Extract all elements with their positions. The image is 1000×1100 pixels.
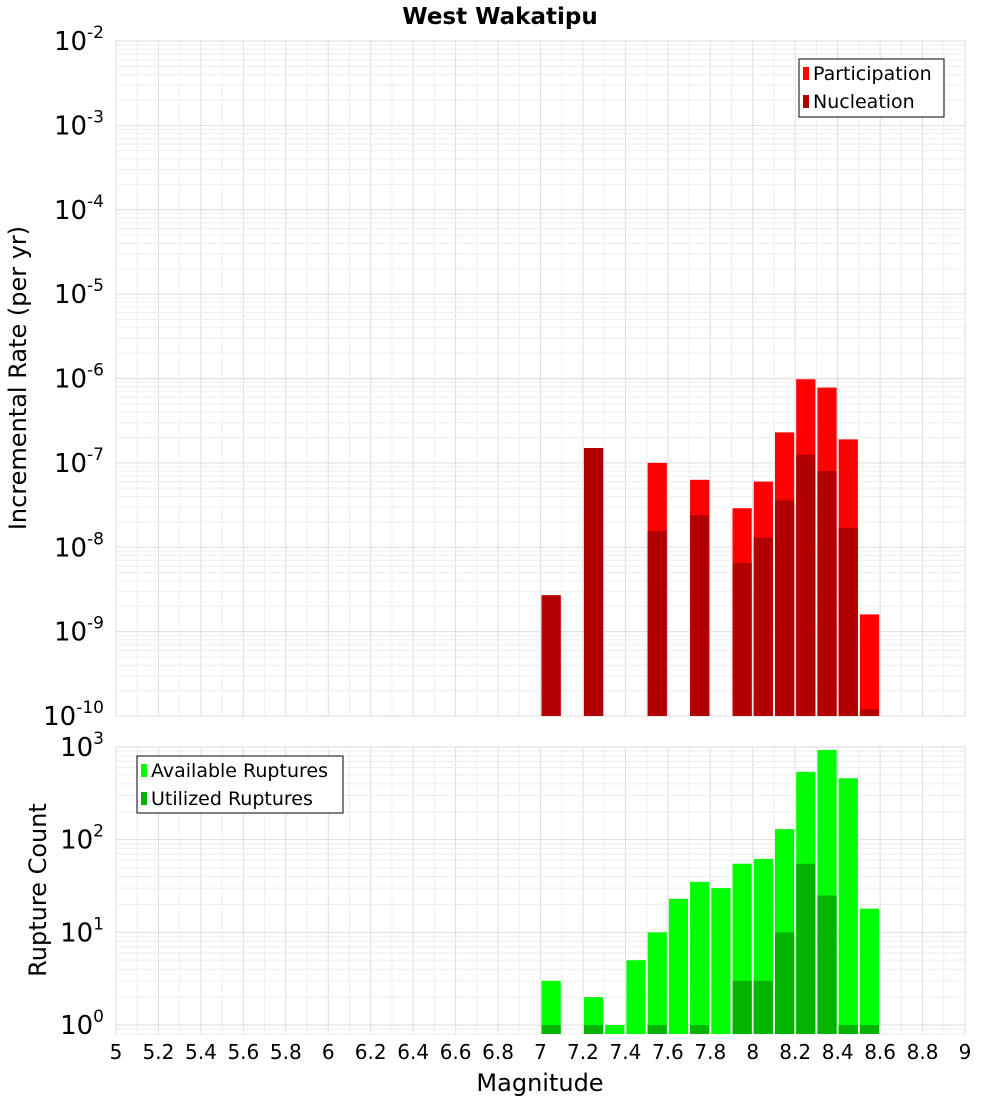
magnitude-tick-label: 7.8 [694,1040,726,1064]
magnitude-tick-label: 8.8 [907,1040,939,1064]
rate-gridlines [115,40,966,717]
count-bar-available-ruptures [605,1025,625,1034]
magnitude-tick-label: 7 [534,1040,547,1064]
participation-legend-label: Participation [813,63,932,85]
rate-y-tick-label: 10-9 [54,614,104,648]
count-y-tick-label: 102 [60,822,104,856]
x-axis-label: Magnitude [476,1069,603,1097]
count-y-tick-label: 101 [60,914,104,948]
count-bar-available-ruptures [668,898,689,1034]
count-legend: Available Ruptures Utilized Ruptures [136,755,344,814]
count-panel: 100 101 102 103 5 5.2 5.4 5.6 5.8 6 6.2 6.4 6.6 6.8 7… [24,729,971,1097]
rate-y-tick-label: 10-10 [43,698,104,732]
rate-y-tick-label: 10-7 [54,445,104,479]
count-bar-utilized-ruptures [774,932,795,1034]
count-bar-available-ruptures [711,888,731,1034]
count-bar-utilized-ruptures [541,1025,561,1034]
count-y-axis-label: Rupture Count [24,803,52,977]
rate-bars [541,379,880,716]
count-bar-available-ruptures [859,908,880,1034]
magnitude-tick-label: 5.6 [227,1040,259,1064]
rate-bar-participation [859,614,880,716]
count-legend-box [136,755,344,814]
rate-y-tick-label: 10-8 [54,529,104,563]
rate-bar-nucleation [817,471,837,716]
count-y-tick-label: 100 [60,1007,104,1041]
magnitude-tick-label: 5 [110,1040,123,1064]
magnitude-tick-label: 6.8 [482,1040,514,1064]
magnitude-tick-label: 7.2 [567,1040,599,1064]
magnitude-tick-label: 6.6 [440,1040,472,1064]
count-bar-available-ruptures [541,980,561,1034]
rate-bar-nucleation [796,454,816,716]
rate-panel: 10-10 10-9 10-8 10-7 10-6 10-5 10-4 10-3 10-2 In… [4,23,966,732]
count-bar-utilized-ruptures [583,1025,604,1034]
rate-y-tick-label: 10-4 [54,192,104,226]
count-y-tick-labels: 100 101 102 103 [60,729,104,1041]
rate-legend-box [798,58,945,118]
count-y-tick-label: 103 [60,729,104,763]
count-bar-utilized-ruptures [859,1025,880,1034]
magnitude-tick-label: 8.4 [822,1040,854,1064]
magnitude-tick-label: 5.4 [185,1040,217,1064]
count-bar-available-ruptures [838,778,858,1034]
rate-y-tick-label: 10-3 [54,107,104,141]
magnitude-tick-label: 8.2 [779,1040,811,1064]
utilized-legend-swatch [141,792,147,805]
rate-y-tick-labels: 10-10 10-9 10-8 10-7 10-6 10-5 10-4 10-3 10-2 [43,23,104,732]
magnitude-tick-label: 7.6 [652,1040,684,1064]
magnitude-tick-label: 8.6 [864,1040,896,1064]
magnitude-tick-label: 6.2 [355,1040,387,1064]
count-bars [541,749,880,1034]
count-bar-utilized-ruptures [732,980,752,1034]
count-bar-utilized-ruptures [838,1025,858,1034]
rate-bar-nucleation [774,500,795,716]
available-legend-swatch [141,764,147,777]
magnitude-tick-labels: 5 5.2 5.4 5.6 5.8 6 6.2 6.4 6.6 6.8 7 7.2 7.4 7.6 7.8 8… [110,1040,972,1064]
rate-bar-nucleation [838,527,858,716]
count-bar-utilized-ruptures [796,863,816,1034]
rate-y-tick-label: 10-6 [54,361,104,395]
rate-bar-nucleation [690,515,710,716]
chart-title: West Wakatipu [402,4,597,30]
magnitude-tick-label: 7.4 [609,1040,641,1064]
rate-y-tick-label: 10-5 [54,276,104,310]
rate-bar-nucleation [753,537,773,716]
magnitude-tick-label: 6.4 [397,1040,429,1064]
count-bar-available-ruptures [690,881,710,1034]
magnitude-tick-label: 9 [959,1040,972,1064]
count-bar-available-ruptures [626,960,646,1034]
count-bar-utilized-ruptures [647,1025,667,1034]
count-bar-utilized-ruptures [753,980,773,1034]
rate-bar-nucleation [859,709,880,716]
rate-legend: Participation Nucleation [798,58,945,118]
magnitude-tick-label: 5.8 [270,1040,302,1064]
available-legend-label: Available Ruptures [151,760,328,782]
count-bar-utilized-ruptures [690,1025,710,1034]
rate-bar-nucleation [732,563,752,716]
magnitude-tick-label: 5.2 [143,1040,175,1064]
rate-bar-nucleation [647,531,667,716]
rate-y-axis-label: Incremental Rate (per yr) [4,226,32,530]
magnitude-tick-label: 8 [746,1040,759,1064]
count-bar-available-ruptures [647,932,667,1034]
utilized-legend-label: Utilized Ruptures [151,788,313,810]
nucleation-legend-label: Nucleation [813,91,915,113]
nucleation-legend-swatch [803,95,809,108]
magnitude-tick-label: 6 [322,1040,335,1064]
rate-bar-nucleation [541,595,561,716]
participation-legend-swatch [803,67,809,80]
rate-bar-nucleation [583,448,604,716]
rate-y-tick-label: 10-2 [54,23,104,57]
count-bar-utilized-ruptures [817,895,837,1034]
count-bar-available-ruptures [583,997,604,1034]
